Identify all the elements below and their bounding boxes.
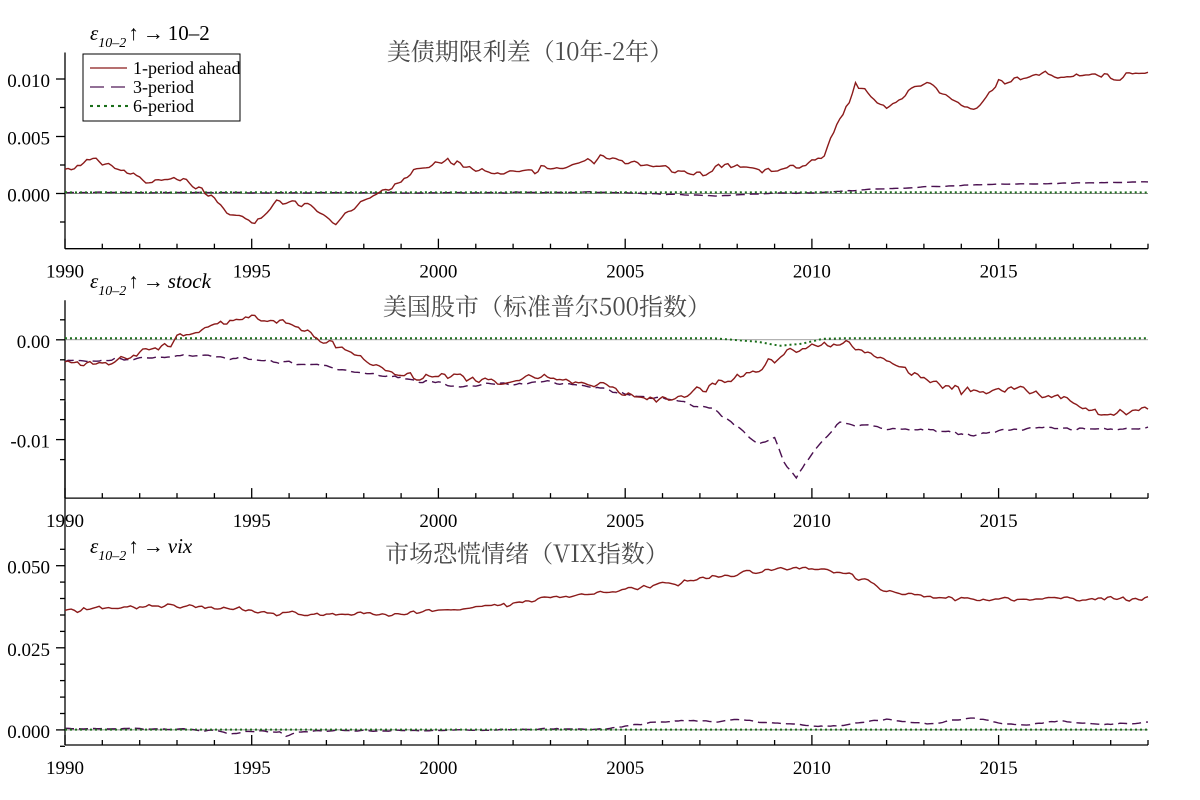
svg-text:2010: 2010	[793, 758, 831, 779]
svg-text:2000: 2000	[419, 262, 457, 283]
svg-text:1990: 1990	[46, 262, 84, 283]
svg-text:0.000: 0.000	[7, 186, 50, 207]
svg-text:1995: 1995	[233, 511, 271, 532]
svg-text:美国股市（标准普尔500指数）: 美国股市（标准普尔500指数）	[383, 287, 711, 322]
svg-text:0.000: 0.000	[7, 722, 50, 743]
svg-text:3-period: 3-period	[133, 77, 194, 97]
svg-text:2010: 2010	[793, 262, 831, 283]
svg-text:0.005: 0.005	[7, 129, 50, 150]
svg-text:0.010: 0.010	[7, 71, 50, 92]
svg-text:-0.01: -0.01	[10, 432, 50, 453]
svg-text:6-period: 6-period	[133, 96, 194, 116]
svg-text:1990: 1990	[46, 758, 84, 779]
svg-text:2010: 2010	[793, 511, 831, 532]
svg-text:美债期限利差（10年-2年）: 美债期限利差（10年-2年）	[387, 32, 673, 67]
svg-text:2005: 2005	[606, 511, 644, 532]
svg-text:2015: 2015	[980, 511, 1018, 532]
svg-text:0.025: 0.025	[7, 640, 50, 661]
svg-text:市场恐慌情绪（VIX指数）: 市场恐慌情绪（VIX指数）	[385, 534, 669, 569]
svg-text:2015: 2015	[980, 262, 1018, 283]
svg-text:2005: 2005	[606, 758, 644, 779]
svg-text:1995: 1995	[233, 262, 271, 283]
svg-text:1-period ahead: 1-period ahead	[133, 58, 240, 78]
svg-text:0.00: 0.00	[17, 332, 50, 353]
svg-text:2000: 2000	[419, 758, 457, 779]
svg-text:2000: 2000	[419, 511, 457, 532]
svg-text:2015: 2015	[980, 758, 1018, 779]
svg-text:1995: 1995	[233, 758, 271, 779]
svg-text:2005: 2005	[606, 262, 644, 283]
svg-text:0.050: 0.050	[7, 558, 50, 579]
